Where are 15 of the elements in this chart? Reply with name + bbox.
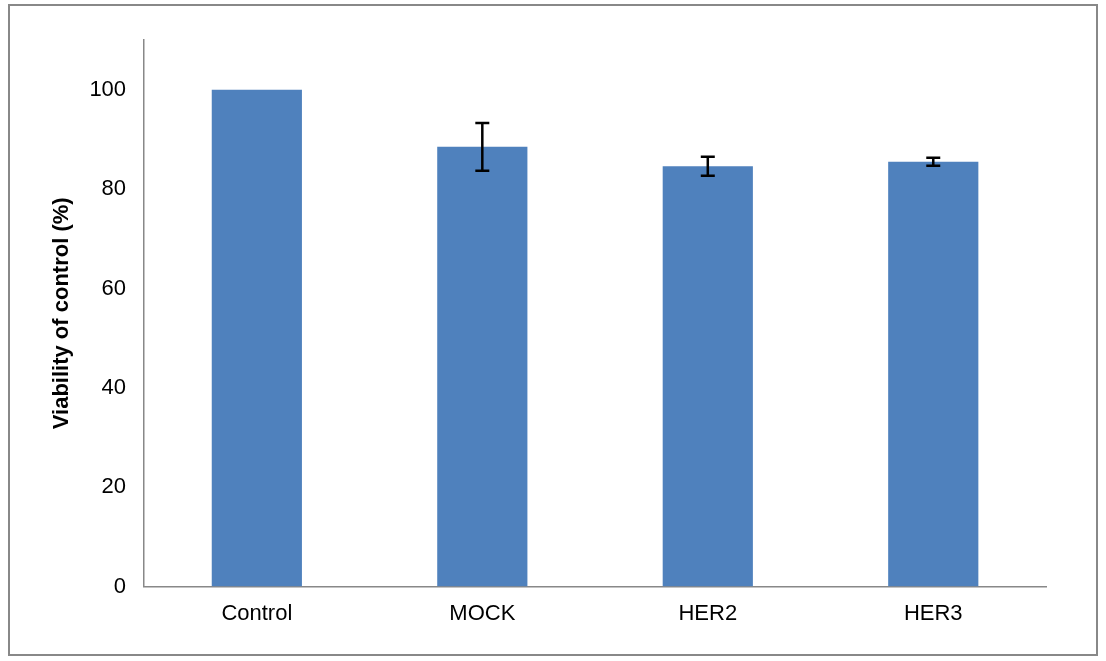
y-tick-label: 60	[101, 274, 127, 300]
y-tick-label: 40	[101, 373, 127, 399]
y-tick-label: 100	[89, 75, 127, 101]
bar	[888, 161, 979, 587]
y-axis-title: Viability of control (%)	[48, 197, 74, 430]
y-tick-label: 20	[101, 473, 127, 499]
y-tick-label: 80	[101, 175, 127, 201]
bar	[211, 89, 302, 587]
x-tick-label: MOCK	[449, 599, 516, 625]
bar	[437, 146, 528, 587]
x-tick-label: HER3	[903, 599, 963, 625]
y-tick-label: 0	[113, 572, 127, 598]
x-tick-label: HER2	[678, 599, 738, 625]
x-tick-label: Control	[221, 599, 293, 625]
bar	[662, 166, 753, 587]
